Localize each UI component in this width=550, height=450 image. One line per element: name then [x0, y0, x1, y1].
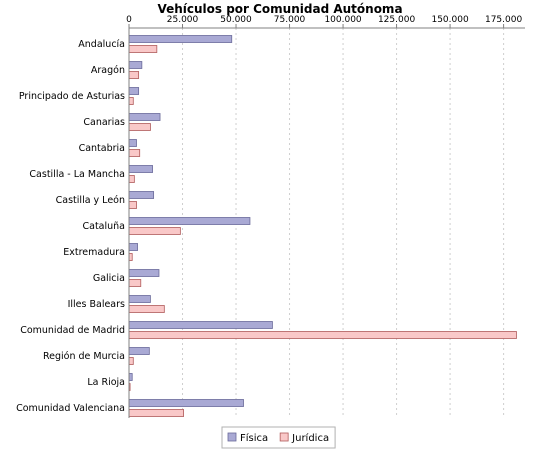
chart-title: Vehículos por Comunidad Autónoma	[157, 2, 402, 16]
x-tick-label: 175.000	[485, 15, 522, 25]
bar-fisica	[128, 295, 151, 303]
legend-swatch	[227, 432, 237, 442]
category-label: Comunidad Valenciana	[16, 403, 125, 414]
bar-juridica	[128, 201, 137, 209]
bar-fisica	[128, 35, 233, 43]
x-tick-label: 100.000	[324, 15, 361, 25]
bar-juridica	[128, 357, 134, 365]
category-label: Región de Murcia	[43, 351, 125, 362]
category-labels: Andalucía Aragón Principado de Asturias Can…	[16, 39, 125, 414]
category-label: Cantabria	[79, 143, 125, 154]
category-label: Extremadura	[63, 247, 125, 258]
bar-juridica	[128, 227, 181, 235]
bar-juridica	[128, 331, 517, 339]
bar-fisica	[128, 347, 150, 355]
x-tick-label: 150.000	[431, 15, 468, 25]
category-label: Castilla - La Mancha	[29, 169, 125, 180]
category-label: Aragón	[91, 65, 125, 76]
x-tick-label: 125.000	[378, 15, 415, 25]
x-tick-label: 0	[126, 15, 132, 25]
bar-juridica	[128, 123, 151, 131]
category-label: Castilla y León	[56, 195, 125, 206]
category-label: Comunidad de Madrid	[20, 325, 125, 336]
bar-juridica	[128, 45, 158, 53]
legend: Física Jurídica	[221, 426, 336, 449]
bar-fisica	[128, 217, 251, 225]
category-label: Galicia	[93, 273, 125, 284]
bar-fisica	[128, 87, 140, 95]
bar-juridica	[128, 409, 184, 417]
bar-juridica	[128, 175, 135, 183]
bar-juridica	[128, 279, 142, 287]
bar-fisica	[128, 191, 155, 199]
bar-juridica	[128, 97, 134, 105]
category-label: Andalucía	[78, 39, 125, 50]
bar-fisica	[128, 113, 161, 121]
x-tick-label: 50.000	[220, 15, 252, 25]
x-tick-label: 25.000	[167, 15, 199, 25]
legend-box	[221, 426, 336, 449]
bar-fisica	[128, 165, 153, 173]
bars	[128, 35, 517, 417]
bar-juridica	[128, 71, 140, 79]
bar-fisica	[128, 243, 138, 251]
category-label: La Rioja	[87, 377, 125, 388]
grid-lines	[182, 28, 505, 418]
legend-swatch	[279, 432, 289, 442]
category-label: Canarias	[83, 117, 125, 128]
bar-fisica	[128, 399, 244, 407]
x-tick-label: 75.000	[274, 15, 306, 25]
category-label: Illes Balears	[68, 299, 125, 310]
bar-juridica	[128, 149, 141, 157]
bar-juridica	[128, 305, 165, 313]
legend-label: Física	[240, 432, 268, 444]
x-axis-ticks: 0 25.000 50.000 75.000 100.000 125.000 150.000…	[126, 15, 522, 28]
category-label: Cataluña	[82, 221, 125, 232]
legend-label: Jurídica	[291, 432, 329, 444]
bar-fisica	[128, 139, 137, 147]
bar-fisica	[128, 269, 160, 277]
bar-fisica	[128, 61, 143, 69]
category-label: Principado de Asturias	[19, 91, 125, 102]
bar-fisica	[128, 321, 273, 329]
